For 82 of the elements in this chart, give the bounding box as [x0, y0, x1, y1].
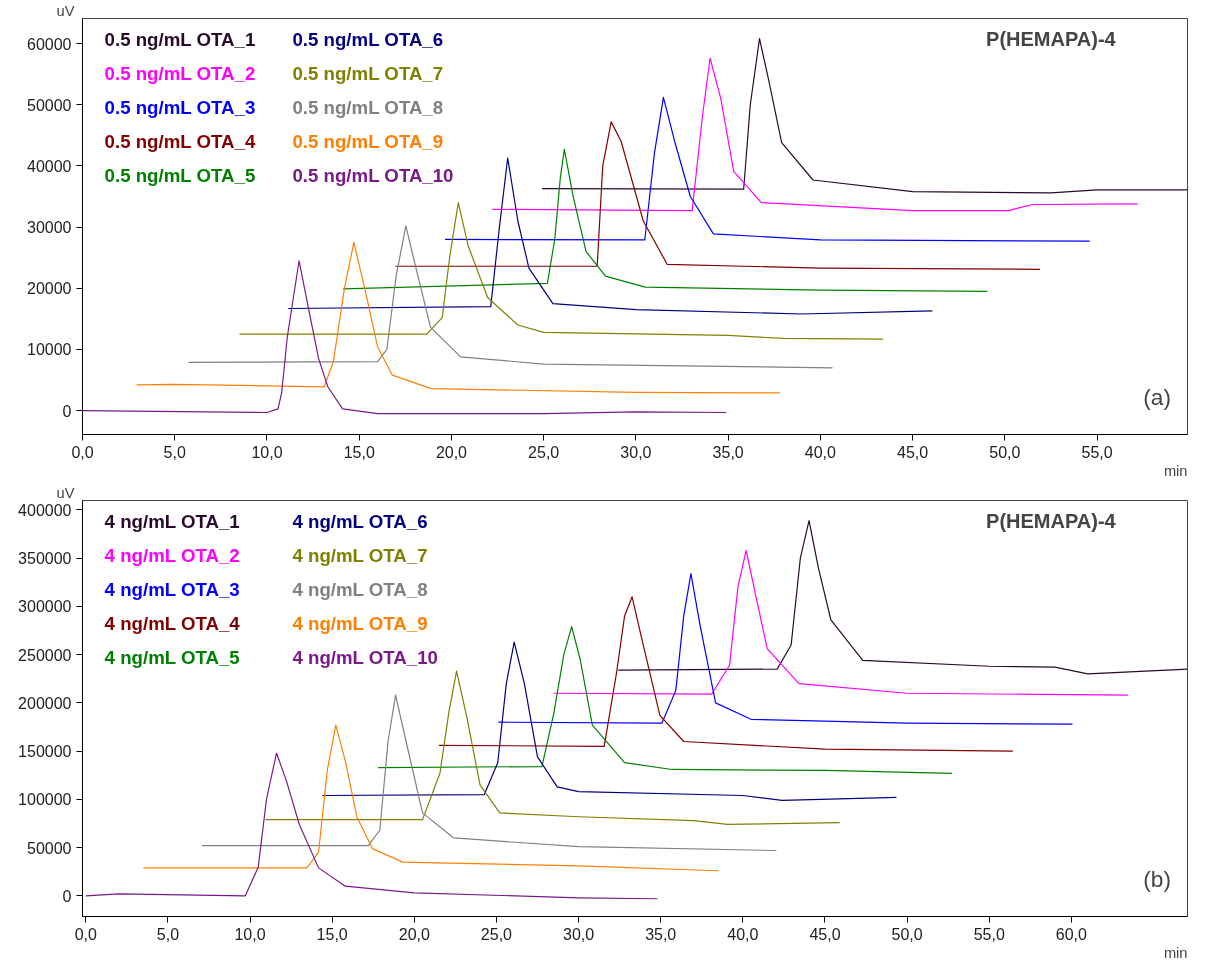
y-tick-label: 0 [62, 887, 72, 905]
line-series [491, 57, 1139, 212]
x-tick-label: 50,0 [989, 443, 1021, 461]
x-tick-label: 55,0 [1081, 443, 1113, 461]
x-tick-label: 25,0 [480, 925, 513, 943]
x-tick-label: 45,0 [809, 925, 841, 943]
text: 4 ng/mL OTA_2 [104, 544, 240, 566]
y-tick-label: 20000 [27, 280, 72, 298]
x-tick-label: 5,0 [163, 443, 186, 461]
text: 0.5 ng/mL OTA_1 [104, 28, 256, 50]
text: 0.5 ng/mL OTA_9 [292, 131, 444, 153]
text: 4 ng/mL OTA_4 [104, 613, 241, 635]
x-tick-label: 15,0 [316, 925, 348, 943]
x-tick-label: 10,0 [234, 925, 266, 943]
x-tick-label: 15,0 [343, 443, 375, 461]
line-series [264, 670, 841, 826]
x-tick-label: 55,0 [973, 925, 1005, 943]
y-tick-label: 50000 [27, 839, 72, 857]
y-tick-label: 50000 [27, 96, 72, 114]
x-tick-label: 60,0 [1055, 925, 1088, 943]
text: 4 ng/mL OTA_7 [292, 544, 428, 566]
y-tick-label: 0 [62, 402, 72, 420]
text: 4 ng/mL OTA_5 [104, 647, 240, 669]
x-tick-label: 35,0 [645, 925, 677, 943]
text: 4 ng/mL OTA_1 [104, 510, 240, 532]
x-tick-label: 40,0 [804, 443, 837, 461]
y-tick-label: 150000 [18, 743, 72, 761]
line-series [287, 157, 933, 315]
annotation: (b) [1143, 865, 1171, 892]
line-series [142, 724, 719, 872]
y-tick-label: 10000 [27, 341, 72, 359]
text: 0.5 ng/mL OTA_6 [292, 28, 444, 50]
y-tick-label: 30000 [27, 219, 72, 237]
text: 0.5 ng/mL OTA_7 [292, 62, 444, 84]
line-series [238, 202, 884, 340]
line-series [85, 752, 659, 900]
y-tick-label: 250000 [18, 646, 72, 664]
line-series [201, 694, 777, 852]
text: 0.5 ng/mL OTA_10 [292, 165, 454, 187]
y-tick-label: 200000 [18, 694, 72, 712]
x-tick-label: 20,0 [398, 925, 430, 943]
y-tick-label: 40000 [27, 157, 72, 175]
line-series [438, 596, 1014, 752]
y-tick-label: 300000 [18, 598, 72, 616]
text: 4 ng/mL OTA_3 [104, 579, 240, 601]
x-axis-title: min [1163, 462, 1188, 479]
x-tick-label: 30,0 [620, 443, 652, 461]
annotation: (a) [1143, 383, 1171, 410]
text: 0.5 ng/mL OTA_8 [292, 97, 444, 119]
text: 0.5 ng/mL OTA_4 [104, 131, 256, 153]
text: P(HEMAPA)-4 [986, 510, 1117, 533]
text: 4 ng/mL OTA_8 [292, 579, 428, 601]
x-tick-label: 5,0 [156, 925, 180, 943]
y-tick-label: 350000 [18, 550, 72, 568]
line-series [187, 225, 834, 369]
text: 4 ng/mL OTA_10 [292, 647, 438, 669]
line-series [497, 573, 1074, 725]
x-tick-label: 20,0 [435, 443, 468, 461]
line-series [82, 260, 727, 415]
text: 0.5 ng/mL OTA_2 [104, 62, 256, 84]
y-axis-title: uV [56, 2, 75, 19]
x-tick-label: 10,0 [251, 443, 283, 461]
x-tick-label: 0,0 [74, 925, 98, 943]
line-series [135, 241, 781, 394]
x-tick-label: 45,0 [897, 443, 929, 461]
text: 4 ng/mL OTA_6 [292, 510, 428, 532]
x-tick-label: 25,0 [528, 443, 560, 461]
text: 0.5 ng/mL OTA_5 [104, 165, 256, 187]
x-tick-label: 0,0 [71, 443, 94, 461]
x-tick-label: 50,0 [891, 925, 923, 943]
y-tick-label: 400000 [18, 501, 72, 519]
text: P(HEMAPA)-4 [986, 28, 1117, 51]
x-tick-label: 40,0 [727, 925, 759, 943]
line-series [553, 549, 1129, 696]
text: 4 ng/mL OTA_9 [292, 613, 428, 635]
y-tick-label: 100000 [18, 791, 72, 809]
y-tick-label: 60000 [27, 35, 72, 53]
x-tick-label: 30,0 [563, 925, 595, 943]
text: 0.5 ng/mL OTA_3 [104, 97, 256, 119]
x-axis-title: min [1163, 944, 1188, 961]
y-axis-title: uV [56, 484, 75, 501]
x-tick-label: 35,0 [712, 443, 744, 461]
